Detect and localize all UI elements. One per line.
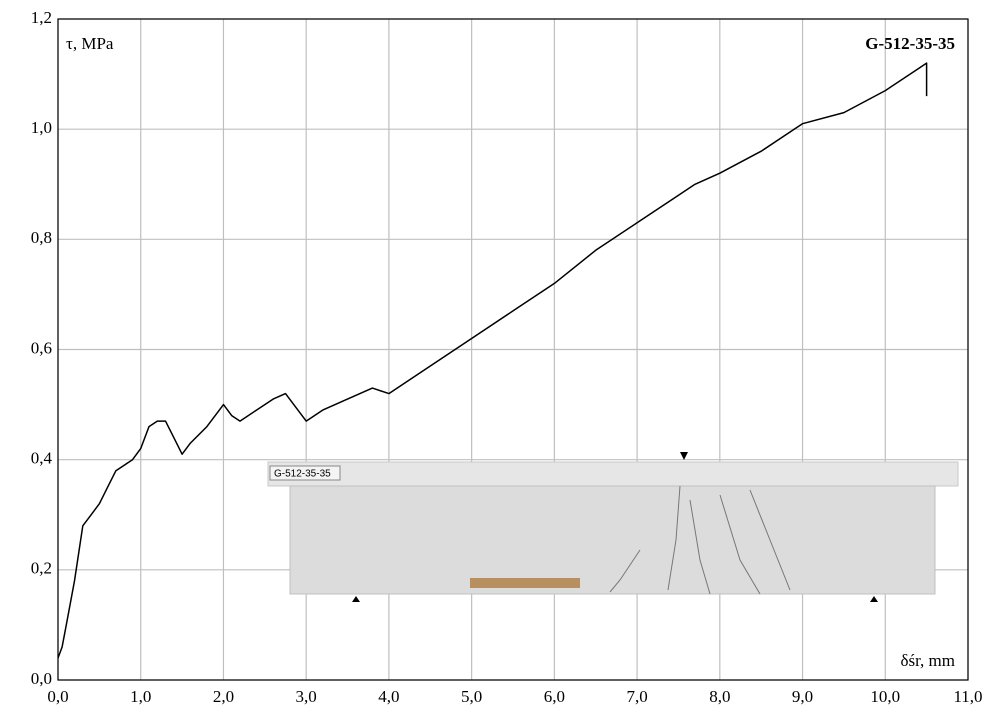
y-tick-label: 0,2 (31, 559, 52, 578)
damage (470, 578, 580, 588)
y-tick-label: 0,0 (31, 669, 52, 688)
plot-frame (57, 18, 969, 681)
y-tick-label: 0,6 (31, 338, 52, 357)
x-tick-label: 7,0 (626, 687, 647, 706)
inset-label-box (269, 465, 341, 481)
x-tick-label: 2,0 (213, 687, 234, 706)
load-arrow (680, 452, 688, 460)
x-tick-label: 5,0 (461, 687, 482, 706)
x-axis-label: δśr, mm (900, 651, 955, 670)
data-line (57, 62, 928, 659)
inset-label: G-512-35-35 (274, 469, 331, 480)
x-tick-label: 6,0 (544, 687, 565, 706)
x-tick-label: 8,0 (709, 687, 730, 706)
support-arrow (352, 596, 878, 602)
x-tick-label: 3,0 (296, 687, 317, 706)
y-tick-label: 1,0 (31, 118, 52, 137)
inset-photo: G-512-35-35 (267, 452, 959, 602)
x-tick-label: 9,0 (792, 687, 813, 706)
chart-title: G-512-35-35 (865, 34, 955, 53)
x-tick-label: 0,0 (47, 687, 68, 706)
x-tick-label: 4,0 (378, 687, 399, 706)
beam-web (289, 485, 936, 595)
y-tick-label: 0,8 (31, 228, 52, 247)
x-tick-label: 1,0 (130, 687, 151, 706)
x-tick-label: 11,0 (953, 687, 982, 706)
beam-flange (267, 461, 959, 487)
y-axis-label: τ, MPa (66, 34, 114, 53)
y-tick-label: 1,2 (31, 8, 52, 27)
y-tick-label: 0,4 (31, 449, 53, 468)
crack (609, 485, 791, 595)
x-tick-label: 10,0 (870, 687, 900, 706)
